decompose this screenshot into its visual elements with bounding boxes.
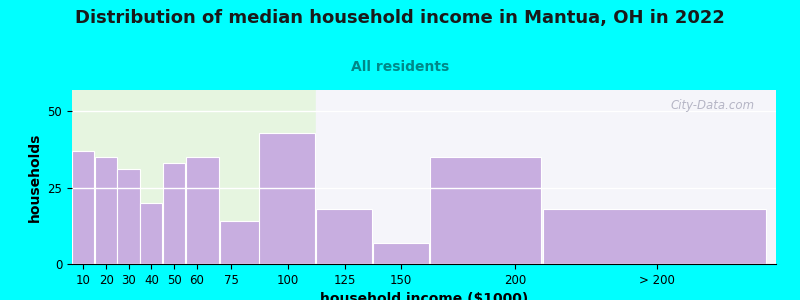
Text: Distribution of median household income in Mantua, OH in 2022: Distribution of median household income … bbox=[75, 9, 725, 27]
Bar bbox=[373, 243, 429, 264]
Bar bbox=[118, 169, 140, 264]
Bar bbox=[72, 151, 94, 264]
Bar bbox=[163, 163, 185, 264]
Bar bbox=[140, 203, 162, 264]
Bar bbox=[186, 157, 219, 264]
Bar bbox=[316, 209, 372, 264]
Y-axis label: households: households bbox=[28, 132, 42, 222]
Bar bbox=[430, 157, 541, 264]
Bar bbox=[543, 209, 766, 264]
Text: All residents: All residents bbox=[351, 60, 449, 74]
Bar bbox=[259, 133, 315, 264]
Text: City-Data.com: City-Data.com bbox=[670, 99, 755, 112]
Bar bbox=[94, 157, 117, 264]
Bar bbox=[316, 90, 776, 264]
X-axis label: household income ($1000): household income ($1000) bbox=[320, 292, 528, 300]
Bar bbox=[220, 221, 275, 264]
